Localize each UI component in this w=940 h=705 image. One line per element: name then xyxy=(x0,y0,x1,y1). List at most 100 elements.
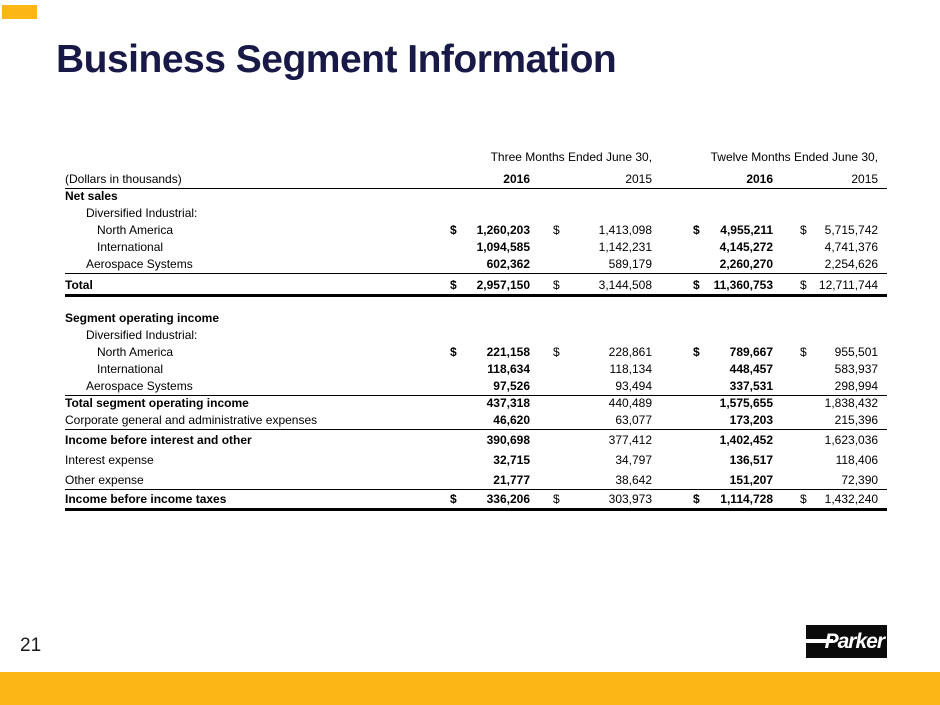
table-row: North America $1,260,203 $1,413,098 $4,955,… xyxy=(65,223,887,240)
table-row: North America $221,158 $228,861 $789,667 $95… xyxy=(65,345,887,362)
page-number: 21 xyxy=(20,635,42,656)
value-cell: 2,957,150 xyxy=(464,273,530,297)
column-gap-cell xyxy=(773,450,800,470)
column-gap-cell xyxy=(652,450,693,470)
column-gap-cell xyxy=(773,256,801,274)
value-cell: 1,838,432 xyxy=(824,396,879,411)
value-cell: 2,254,626 xyxy=(814,256,888,274)
year-header-row: (Dollars in thousands) 2016 2015 2016 20… xyxy=(65,166,888,189)
column-gap-cell xyxy=(652,469,694,490)
parker-logo: Parker xyxy=(806,625,887,658)
value-cell: 151,207 xyxy=(707,469,774,490)
row-label: International xyxy=(97,362,164,377)
value-cell: 221,158 xyxy=(486,345,530,360)
value-cell: 12,711,744 xyxy=(814,273,888,297)
value-cell: 337,531 xyxy=(707,378,774,396)
column-gap-cell xyxy=(530,345,553,362)
value-cell: 97,526 xyxy=(464,378,530,396)
dollar-sign-cell xyxy=(450,469,464,490)
empty-cell xyxy=(652,146,693,166)
column-gap-cell xyxy=(773,489,801,511)
spacer-cell xyxy=(65,296,887,311)
empty-cell xyxy=(773,166,801,189)
value-cell: 336,206 xyxy=(464,489,530,511)
table-row: Interest expense 32,715 34,797 136,517 118,4… xyxy=(65,450,887,470)
value-cell: 215,396 xyxy=(814,412,888,430)
value-cell: 228,861 xyxy=(608,345,653,360)
units-label: (Dollars in thousands) xyxy=(65,166,450,189)
table-row: International 118,634 118,134 448,457 583,93… xyxy=(65,362,887,379)
row-label: North America xyxy=(97,345,174,360)
dollar-sign-cell: $ xyxy=(693,345,700,360)
table-row: Diversified Industrial: xyxy=(65,328,887,345)
dollar-sign-cell xyxy=(553,240,567,257)
dollar-sign-cell xyxy=(553,412,567,430)
table-row: Segment operating income xyxy=(65,311,887,328)
dollar-sign-cell: $ xyxy=(450,345,457,360)
row-label: Total segment operating income xyxy=(65,396,249,411)
column-gap-cell xyxy=(652,256,694,274)
table-row: Total segment operating income 437,318 440… xyxy=(65,396,887,413)
value-cell: 1,413,098 xyxy=(598,223,653,238)
row-label: Income before interest and other xyxy=(65,433,252,448)
row-label: Total xyxy=(65,273,450,297)
column-gap-cell xyxy=(530,256,553,274)
value-cell: 93,494 xyxy=(567,378,653,396)
dollar-sign-cell xyxy=(450,240,464,257)
column-gap-cell xyxy=(530,223,553,240)
value-cell: 38,642 xyxy=(567,469,653,490)
value-cell: 303,973 xyxy=(567,489,653,511)
dollar-sign-cell xyxy=(693,412,708,430)
parker-logo-text: Parker xyxy=(824,630,885,653)
dollar-sign-cell: $ xyxy=(553,345,560,360)
dollar-sign-cell: $ xyxy=(450,223,457,238)
row-label: Interest expense xyxy=(65,453,154,468)
table-header: Three Months Ended June 30, Twelve Month… xyxy=(65,146,888,189)
column-gap-cell xyxy=(773,345,800,362)
dollar-sign-cell xyxy=(553,450,567,470)
dollar-sign-cell xyxy=(450,256,464,274)
table-body: Net sales Diversified Industrial: North Am… xyxy=(65,189,888,511)
value-cell: 955,501 xyxy=(834,345,879,360)
table-row: Income before income taxes $336,206 $303,9… xyxy=(65,489,888,511)
column-gap-cell xyxy=(530,430,553,450)
dollar-sign-cell xyxy=(693,240,707,257)
value-cell: 583,937 xyxy=(834,362,879,377)
column-gap-cell xyxy=(530,450,553,470)
dollar-sign-cell xyxy=(693,396,707,413)
column-gap-cell xyxy=(773,273,801,297)
column-gap-cell xyxy=(652,396,693,413)
column-gap-cell xyxy=(530,396,553,413)
column-gap-cell xyxy=(530,362,553,379)
dollar-sign-cell xyxy=(693,450,707,470)
dollar-sign-cell: $ xyxy=(800,345,807,360)
column-gap-cell xyxy=(530,240,553,257)
dollar-sign-cell: $ xyxy=(693,273,708,297)
row-label: Segment operating income xyxy=(65,311,220,326)
dollar-sign-cell xyxy=(450,450,464,470)
value-cell: 1,260,203 xyxy=(476,223,530,238)
dollar-sign-cell xyxy=(800,450,814,470)
column-gap-cell xyxy=(652,430,693,450)
dollar-sign-cell xyxy=(800,240,814,257)
dollar-sign-cell: $ xyxy=(553,273,567,297)
dollar-sign-cell xyxy=(450,362,464,379)
table-row: International 1,094,585 1,142,231 4,145,272… xyxy=(65,240,887,257)
dollar-sign-cell xyxy=(553,469,567,490)
column-gap-cell xyxy=(530,378,553,396)
row-label: Income before income taxes xyxy=(65,489,450,511)
column-gap-cell xyxy=(773,362,800,379)
value-cell: 3,144,508 xyxy=(567,273,653,297)
dollar-sign-cell: $ xyxy=(553,223,560,238)
row-label: Other expense xyxy=(65,469,450,490)
dollar-sign-cell xyxy=(693,469,708,490)
dollar-sign-cell: $ xyxy=(553,489,567,511)
value-cell: 118,406 xyxy=(835,453,879,468)
value-cell: 440,489 xyxy=(608,396,653,411)
value-cell: 1,114,728 xyxy=(707,489,774,511)
value-cell: 789,667 xyxy=(729,345,774,360)
dollar-sign-cell xyxy=(693,430,707,450)
value-cell: 34,797 xyxy=(615,453,653,468)
value-cell: 298,994 xyxy=(814,378,888,396)
dollar-sign-cell xyxy=(553,378,567,396)
